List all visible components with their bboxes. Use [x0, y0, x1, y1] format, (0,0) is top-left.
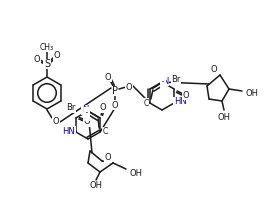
Text: O: O — [105, 72, 111, 82]
Text: Br: Br — [171, 75, 181, 85]
Text: P: P — [112, 86, 118, 96]
Text: O: O — [84, 118, 90, 127]
Text: OH: OH — [89, 181, 102, 190]
Text: S: S — [44, 59, 50, 69]
Text: O: O — [126, 82, 132, 92]
Text: O: O — [211, 66, 217, 75]
Text: O: O — [53, 117, 59, 125]
Text: O: O — [112, 101, 118, 109]
Text: CH₃: CH₃ — [40, 43, 54, 52]
Text: OH: OH — [246, 88, 258, 98]
Text: O: O — [100, 104, 106, 112]
Text: C: C — [143, 98, 149, 108]
Text: OH: OH — [218, 112, 230, 121]
Text: HN: HN — [63, 127, 75, 135]
Text: ·: · — [161, 76, 165, 89]
Text: N: N — [162, 76, 168, 85]
Text: C: C — [102, 128, 108, 137]
Text: O: O — [105, 154, 111, 163]
Text: O: O — [34, 55, 40, 63]
Text: ·: · — [85, 108, 89, 121]
Text: O: O — [54, 52, 60, 60]
Text: O: O — [183, 91, 190, 99]
Text: N: N — [82, 105, 88, 115]
Text: HN: HN — [174, 98, 186, 106]
Text: Br: Br — [66, 104, 75, 112]
Text: OH: OH — [130, 168, 143, 177]
